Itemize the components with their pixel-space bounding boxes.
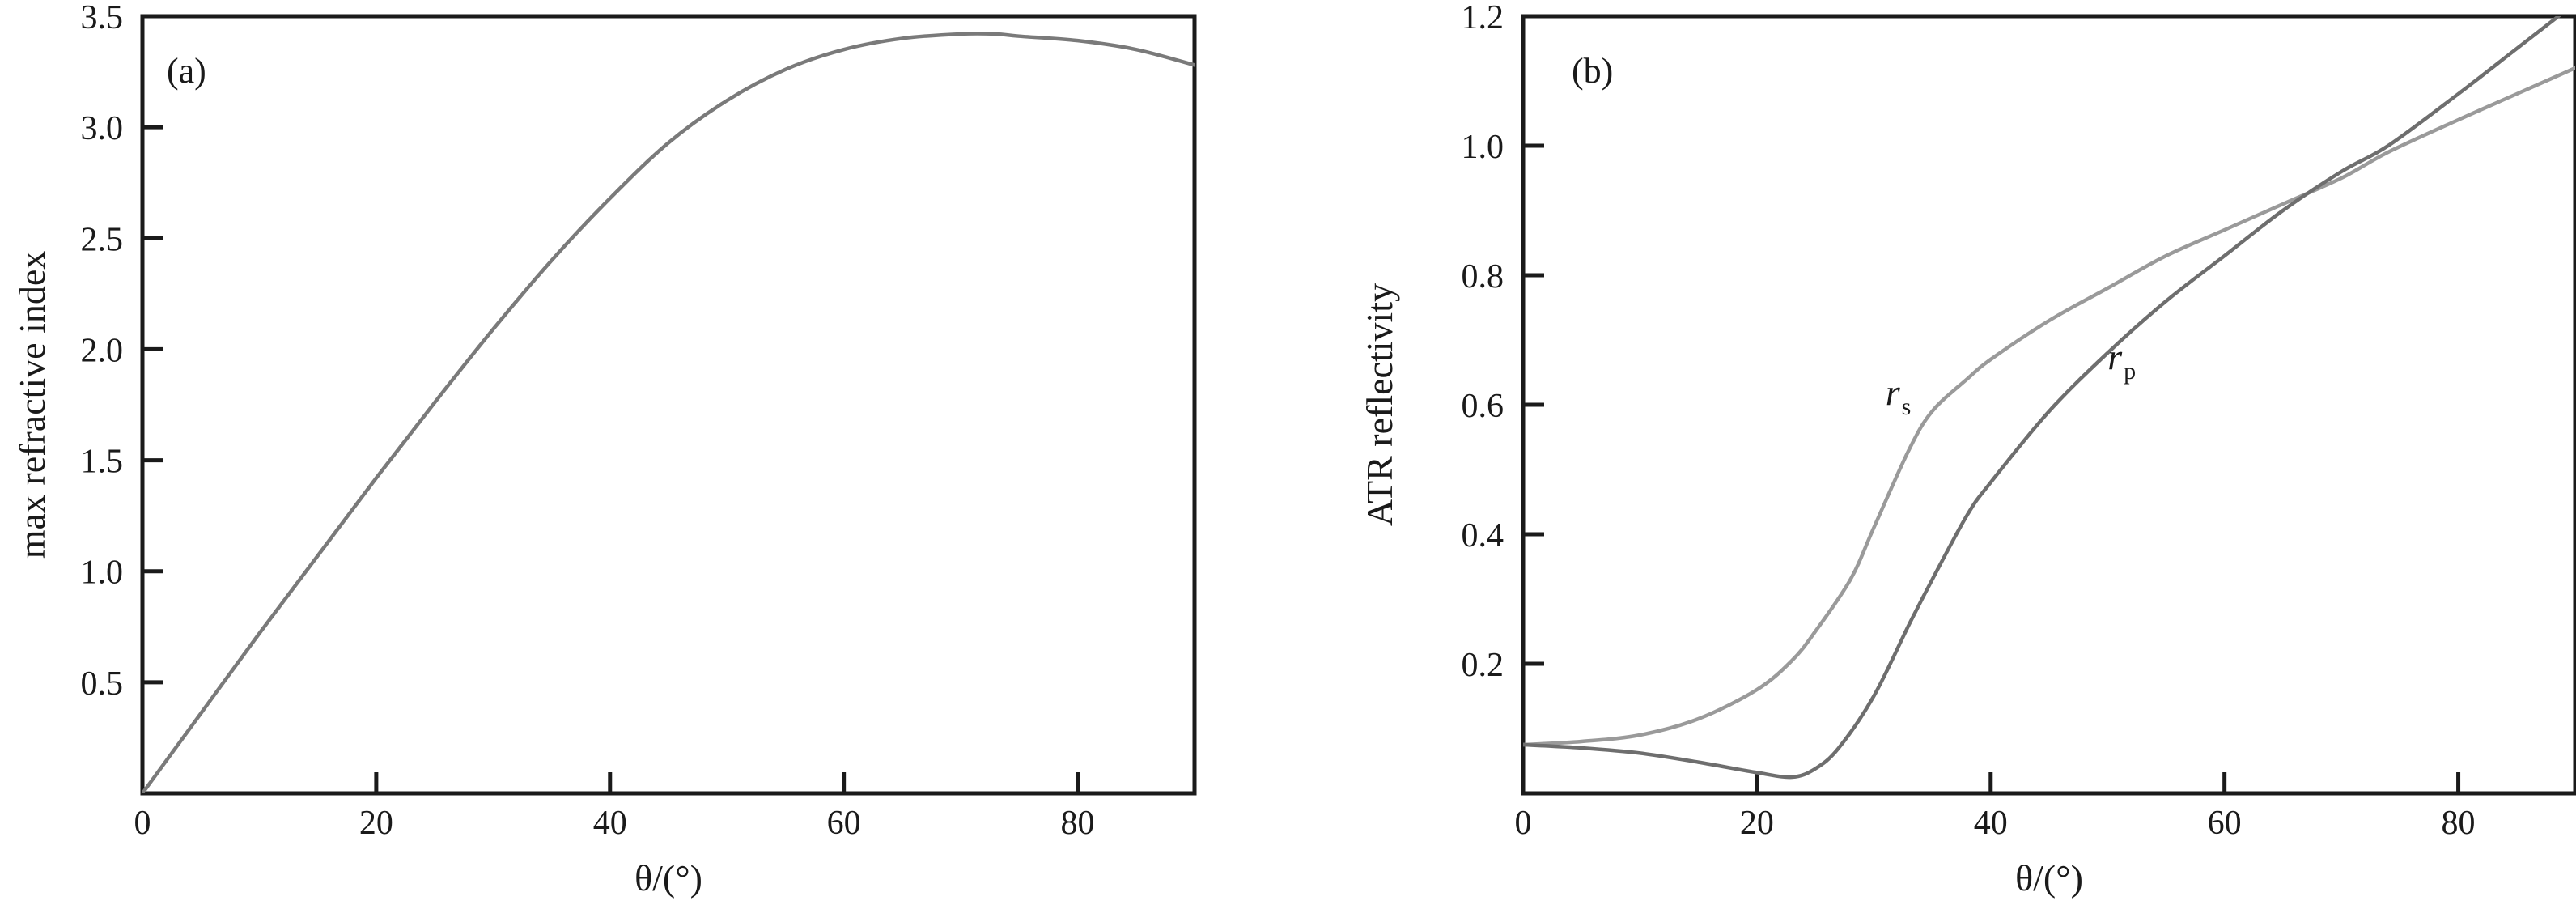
a-y-tick-label: 3.0: [81, 110, 124, 147]
a-x-tick-label: 20: [359, 805, 393, 842]
panel-b-chart: 0 20 40 60 80 0.2 0.4 0.6 0.8 1.0 1.2 θ/(°) ATR refl…: [1359, 0, 2576, 899]
b-y-axis-label: ATR reflectivity: [1359, 283, 1400, 526]
a-y-tick-label: 3.5: [81, 0, 124, 36]
b-r-p-label: rp: [2107, 336, 2136, 385]
b-r-p-curve: [1523, 16, 2562, 780]
b-panel-label: (b): [1572, 51, 1613, 91]
a-y-tick-label: 2.5: [81, 221, 124, 258]
b-x-tick-label: 40: [1974, 805, 2008, 842]
a-y-tick-label: 0.5: [81, 665, 124, 703]
a-series-curve: [142, 32, 1195, 793]
b-x-tick-label: 20: [1740, 805, 1774, 842]
b-x-tick-label: 0: [1515, 805, 1532, 842]
b-x-tick-label: 60: [2208, 805, 2242, 842]
b-r-p-label-sub: p: [2124, 358, 2136, 385]
a-y-tick-label: 2.0: [81, 332, 124, 369]
a-x-tick-label: 40: [593, 805, 627, 842]
a-y-tick-label: 1.0: [81, 554, 124, 592]
b-r-s-label-main: r: [1886, 372, 1901, 413]
b-x-axis-label: θ/(°): [2015, 857, 2083, 899]
b-y-tick-label: 1.0: [1462, 129, 1504, 166]
b-x-tick-label: 80: [2442, 805, 2476, 842]
b-r-s-label: rs: [1886, 372, 1912, 420]
b-r-s-label-sub: s: [1902, 393, 1912, 420]
b-y-tick-label: 0.8: [1462, 258, 1504, 295]
a-panel-label: (a): [167, 51, 206, 91]
b-r-p-label-main: r: [2107, 336, 2123, 377]
a-x-tick-label: 60: [827, 805, 861, 842]
a-x-tick-label: 80: [1061, 805, 1095, 842]
a-x-axis-label: θ/(°): [634, 857, 702, 899]
panel-a-chart: 0 20 40 60 80 0.5 1.0 1.5 2.0 2.5 3.0 3.5 θ/(°) max r…: [11, 0, 1197, 899]
a-y-tick-label: 1.5: [81, 444, 124, 481]
b-y-tick-label: 1.2: [1462, 0, 1504, 36]
b-plot-frame: [1521, 14, 2576, 796]
b-y-tick-label: 0.2: [1462, 647, 1504, 684]
a-plot-frame: [140, 14, 1197, 796]
b-r-s-curve: [1523, 66, 2575, 747]
b-y-tick-label: 0.4: [1462, 517, 1504, 554]
a-y-axis-label: max refractive index: [11, 251, 53, 559]
b-y-tick-label: 0.6: [1462, 388, 1504, 425]
a-x-tick-label: 0: [134, 805, 151, 842]
